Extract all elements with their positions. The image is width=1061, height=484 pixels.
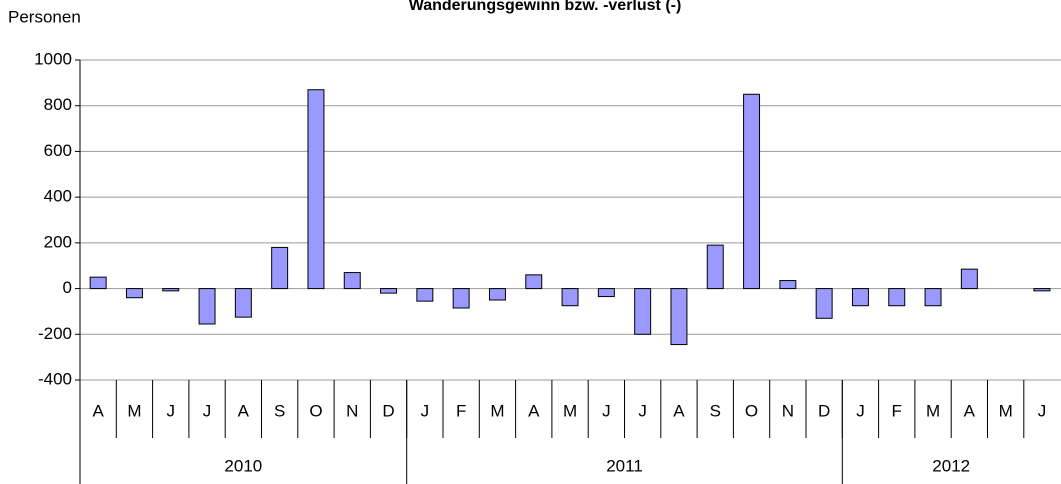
bar (561, 288, 579, 307)
x-tick-label: A (528, 401, 540, 420)
bar (452, 288, 470, 309)
x-tick-label: D (382, 401, 394, 420)
x-tick-label: J (203, 401, 212, 420)
bar (271, 246, 289, 290)
bar (888, 288, 906, 307)
bar (89, 276, 107, 290)
chart-title: Wanderungsgewinn bzw. -verlust (-) (409, 0, 682, 14)
bar (815, 288, 833, 319)
bar (851, 288, 869, 307)
x-tick-label: O (745, 401, 758, 420)
x-tick-label: J (1038, 401, 1047, 420)
bar (1033, 288, 1051, 292)
y-tick-label: -400 (38, 369, 72, 388)
bar (162, 288, 180, 292)
y-tick-label: 1000 (34, 49, 72, 68)
x-tick-label: M (127, 401, 141, 420)
group-label: 2010 (224, 456, 262, 475)
x-tick-label: M (490, 401, 504, 420)
x-tick-label: N (346, 401, 358, 420)
x-tick-label: S (274, 401, 285, 420)
x-tick-label: J (167, 401, 176, 420)
group-label: 2012 (932, 456, 970, 475)
bar (670, 288, 688, 346)
x-tick-label: A (964, 401, 976, 420)
x-tick-label: F (456, 401, 466, 420)
bar (234, 288, 252, 318)
bar (307, 89, 325, 290)
bar (380, 288, 398, 294)
group-label: 2011 (606, 456, 643, 475)
bar (779, 280, 797, 290)
y-tick-label: 600 (44, 141, 72, 160)
y-axis-label: Personen (8, 7, 81, 26)
bar (416, 288, 434, 302)
x-tick-label: M (926, 401, 940, 420)
x-tick-label: F (892, 401, 902, 420)
x-tick-label: O (309, 401, 322, 420)
x-tick-label: J (638, 401, 647, 420)
bar (488, 288, 506, 301)
bar (634, 288, 652, 335)
bar (706, 244, 724, 290)
y-tick-label: -200 (38, 324, 72, 343)
bar (743, 93, 761, 290)
x-tick-label: N (782, 401, 794, 420)
x-tick-label: M (563, 401, 577, 420)
x-tick-label: J (421, 401, 430, 420)
bar (198, 288, 216, 325)
x-tick-label: A (673, 401, 685, 420)
y-tick-label: 0 (63, 278, 72, 297)
bar (343, 272, 361, 290)
x-tick-label: J (602, 401, 611, 420)
y-tick-label: 800 (44, 95, 72, 114)
x-tick-label: M (999, 401, 1013, 420)
bar (525, 274, 543, 290)
y-tick-label: 400 (44, 187, 72, 206)
x-tick-label: J (856, 401, 865, 420)
bar (125, 288, 143, 299)
x-tick-label: A (238, 401, 250, 420)
bar (924, 288, 942, 307)
x-tick-label: S (710, 401, 721, 420)
bar (597, 288, 615, 298)
y-tick-label: 200 (44, 232, 72, 251)
x-tick-label: D (818, 401, 830, 420)
x-tick-label: A (92, 401, 104, 420)
bar (960, 268, 978, 290)
